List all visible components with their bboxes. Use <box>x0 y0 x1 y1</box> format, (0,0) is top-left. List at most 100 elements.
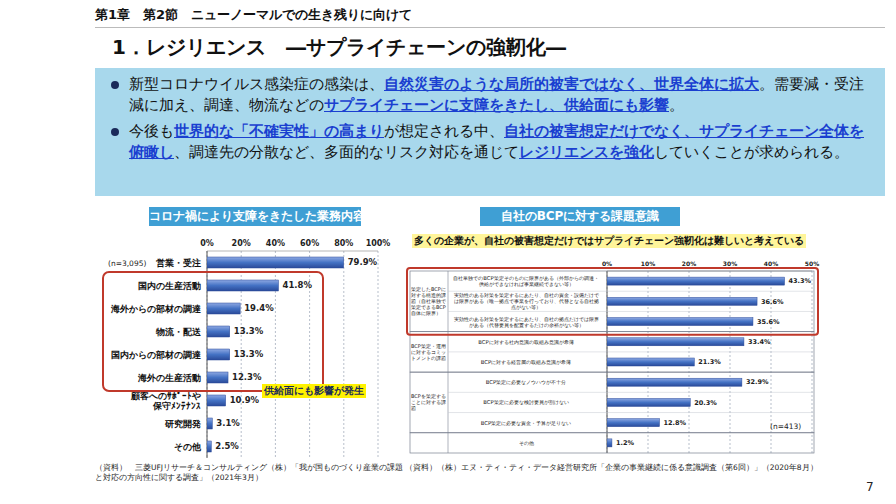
tick-label: 0% <box>602 260 612 267</box>
chart-title: コロナ禍により支障をきたした業務内容 <box>149 207 361 226</box>
data-label: 3.1% <box>216 418 240 428</box>
category-label: 国内の生産活動 <box>138 281 201 291</box>
note: (n=413) <box>770 422 801 431</box>
highlight-box <box>103 272 323 391</box>
category-label: 海外からの部材の調達 <box>110 304 202 314</box>
group-label: BCPを策定することに対する課題 <box>411 372 447 433</box>
grid-line <box>812 271 813 453</box>
bars <box>607 277 785 447</box>
bar <box>207 441 211 452</box>
bullet: 今後も世界的な「不確実性」の高まりが想定される中、自社の被害想定だけでなく、サプ… <box>109 121 871 163</box>
slide-title: 1．レジリエンス ―サプライチェーンの強靭化― <box>112 34 566 61</box>
bullet-dot <box>111 128 119 136</box>
annotation: 供給面にも影響が発生 <box>262 384 366 398</box>
category-label-line: 保守ﾒﾝﾃﾅﾝｽ <box>152 401 201 411</box>
tick-label: 40% <box>764 260 778 267</box>
data-label: 10.9% <box>230 395 260 405</box>
bullet-box: 新型コロナウイルス感染症の感染は、自然災害のような局所的被害ではなく、世界全体に… <box>95 68 885 196</box>
section-header: 第1章 第2節 ニューノーマルでの生き残りに向けて <box>95 6 412 24</box>
bullet-text: 、調達先の分散など、多面的なリスク対応を通じて <box>174 144 519 160</box>
bar <box>207 257 344 268</box>
bar <box>207 280 278 291</box>
group-label: BCP策定・運用に対するコミットメントの課題 <box>411 332 447 372</box>
category-label-line: 海外の生産活動 <box>137 373 201 383</box>
row-divider <box>448 351 814 352</box>
category-label: 物流・配送 <box>155 327 202 337</box>
group-label: 策定したBCPに対する構造的課題（自社単独で策定できるBCP自体に限界） <box>411 271 447 332</box>
bullet-dot <box>111 81 119 89</box>
category-label-line: その他 <box>174 442 202 452</box>
category-label-line: 研究開発 <box>164 419 202 429</box>
category-label: 研究開発 <box>164 419 202 429</box>
data-label: 20.3% <box>694 399 717 407</box>
bar <box>607 277 785 285</box>
tick-label: 30% <box>723 260 737 267</box>
emphasis-text: レジリエンスを強化 <box>519 144 654 160</box>
page-number: 7 <box>866 480 874 494</box>
category-label: BCP策定に必要な資金・予算が足りない <box>452 413 600 433</box>
data-label: 32.9% <box>746 378 769 386</box>
chart-title: 自社のBCPに対する課題意識 <box>480 207 680 226</box>
bullet-text: していくことが求められる。 <box>654 144 849 160</box>
highlight-box <box>407 268 818 335</box>
bullet: 新型コロナウイルス感染症の感染は、自然災害のような局所的被害ではなく、世界全体に… <box>109 74 871 116</box>
category-label: BCP策定に必要な検討要員が割けない <box>452 392 600 412</box>
bar <box>607 439 612 447</box>
category-label: 海外の生産活動 <box>137 373 201 383</box>
header-rule <box>95 27 885 28</box>
bar <box>207 349 230 360</box>
category-label: その他 <box>452 433 600 453</box>
grid-line <box>378 251 379 458</box>
bar <box>207 326 230 337</box>
row-divider <box>448 392 814 393</box>
tick-label: 100% <box>366 239 391 248</box>
group-frame <box>410 332 814 372</box>
data-label: 79.9% <box>348 257 378 267</box>
data-label: 12.8% <box>663 419 686 427</box>
category-label: BCPに対する社内意識の取組み意識が希薄 <box>452 332 600 352</box>
source: （資料） 三菱UFJリサーチ＆コンサルティング（株）「我が国ものづくり産業の課題… <box>95 463 405 483</box>
category-label-line: 海外からの部材の調達 <box>110 304 202 314</box>
emphasis-text: サプライチェーンに支障をきたし、供給面にも影響 <box>324 97 669 113</box>
data-label: 43.3% <box>789 277 812 285</box>
data-label: 12.3% <box>232 372 262 382</box>
bar <box>607 398 690 406</box>
data-label: 36.6% <box>761 298 784 306</box>
bar <box>207 418 212 429</box>
category-label: 自社単独でのBCP策定そのものに限界がある（外部からの調達・供給ができなければ事… <box>452 271 600 291</box>
bullet-text: 今後も <box>129 123 174 139</box>
emphasis-text: 自然災害のような局所的被害ではなく、世界全体に拡大 <box>384 76 759 92</box>
data-label: 13.3% <box>234 326 264 336</box>
tick-label: 60% <box>300 239 319 248</box>
chart-canvas: 0%20%40%60%80%100%79.9%41.8%19.4%13.3%13… <box>0 0 896 504</box>
emphasis-text: 世界的な「不確実性」の高まり <box>174 123 384 139</box>
category-label-line: 顧客へのｻﾎﾟｰﾄや <box>130 391 201 401</box>
data-label: 13.3% <box>234 349 264 359</box>
category-label-line: 物流・配送 <box>155 327 202 337</box>
category-label: BCPに対する経営層の取組み意識が希薄 <box>452 352 600 372</box>
bar <box>607 358 694 366</box>
data-label: 33.4% <box>748 338 771 346</box>
bar <box>207 303 240 314</box>
group-frame <box>410 271 814 332</box>
category-label-line: 営業・受注 <box>156 258 201 268</box>
bar <box>607 378 742 386</box>
category-label: その他 <box>174 442 202 452</box>
row-divider <box>448 291 814 292</box>
category-label: 顧客へのｻﾎﾟｰﾄや保守ﾒﾝﾃﾅﾝｽ <box>130 391 201 411</box>
data-label: 19.4% <box>244 303 274 313</box>
bar <box>207 372 228 383</box>
axis-line <box>207 251 378 252</box>
bar <box>607 318 753 326</box>
data-label: 35.6% <box>757 318 780 326</box>
grid-line <box>343 251 344 458</box>
category-label: 実効性のある対策を策定するにあたり、自社の資金・設備だけでは限界がある（唯一拠点… <box>452 291 600 311</box>
category-label: 国内からの部材の調達 <box>111 350 202 360</box>
source: （資料）（株）エヌ・ティ・ティ・データ経営研究所「企業の事業継続に係る意識調査（… <box>405 463 875 473</box>
tick-label: 0% <box>200 239 214 248</box>
tick-label: 20% <box>232 239 251 248</box>
tick-label: 40% <box>266 239 285 248</box>
group-frame <box>410 372 814 433</box>
note: (n=3,095) <box>108 259 146 268</box>
bar <box>607 297 757 305</box>
